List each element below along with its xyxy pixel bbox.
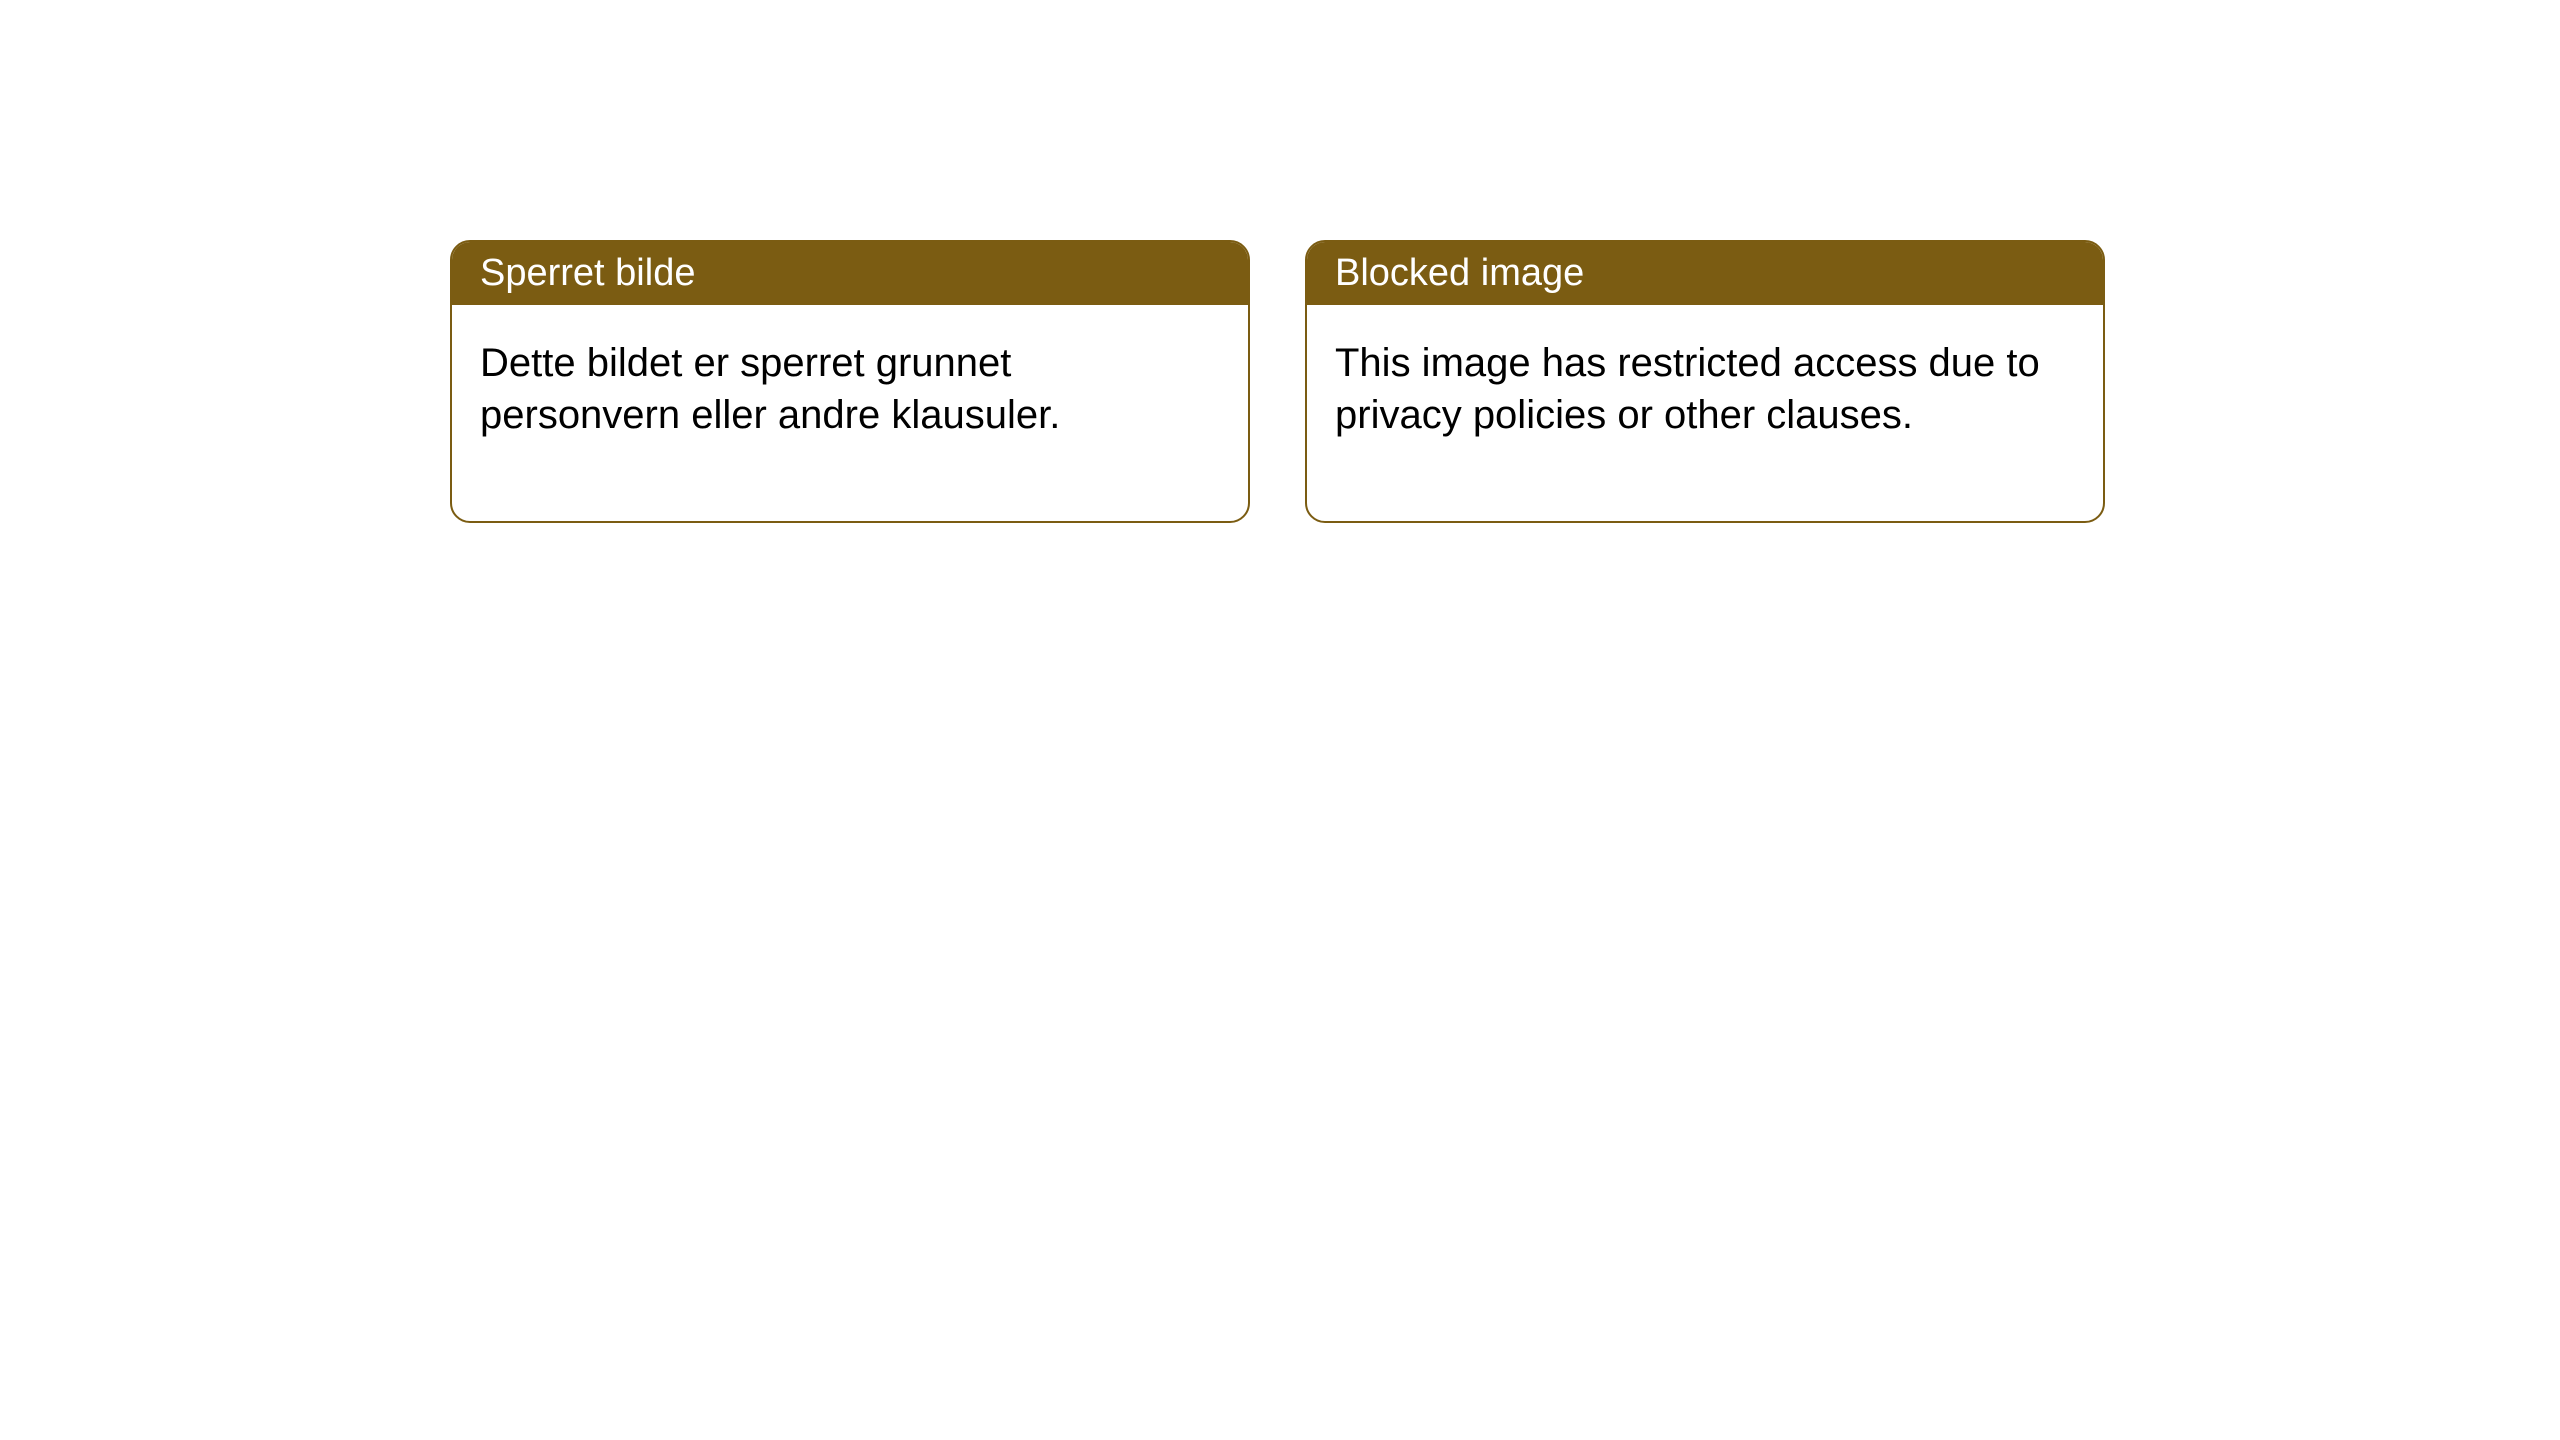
notice-header: Blocked image bbox=[1307, 242, 2103, 305]
notice-title: Blocked image bbox=[1335, 252, 1584, 294]
notice-box-english: Blocked image This image has restricted … bbox=[1305, 240, 2105, 523]
notice-body: This image has restricted access due to … bbox=[1307, 305, 2103, 521]
notice-title: Sperret bilde bbox=[480, 252, 695, 294]
notice-header: Sperret bilde bbox=[452, 242, 1248, 305]
notice-body-text: Dette bildet er sperret grunnet personve… bbox=[480, 341, 1060, 437]
notice-body-text: This image has restricted access due to … bbox=[1335, 341, 2040, 437]
notice-box-norwegian: Sperret bilde Dette bildet er sperret gr… bbox=[450, 240, 1250, 523]
notice-container: Sperret bilde Dette bildet er sperret gr… bbox=[450, 240, 2105, 523]
notice-body: Dette bildet er sperret grunnet personve… bbox=[452, 305, 1248, 521]
